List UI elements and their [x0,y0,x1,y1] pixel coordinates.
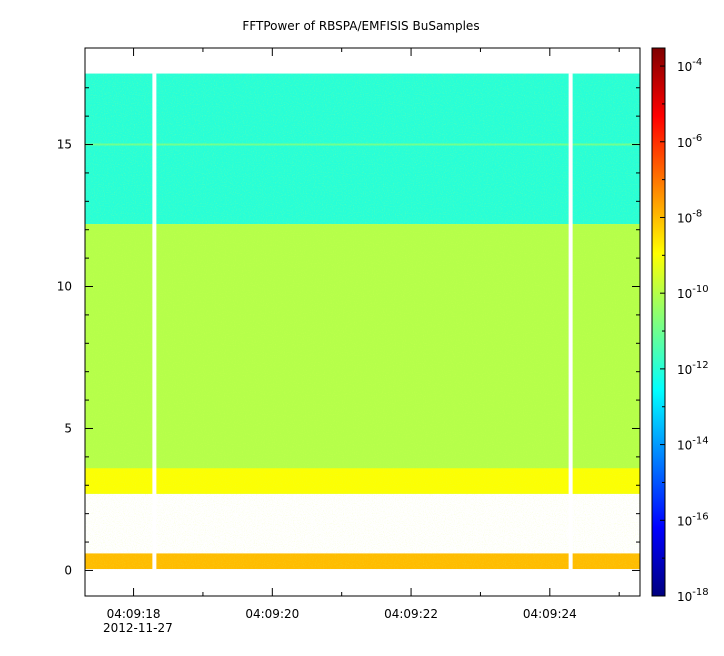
colorbar-tick-label: 10-14 [677,436,709,453]
x-axis: 04:09:18 04:09:20 04:09:22 04:09:24 [107,48,620,621]
y-axis: 0 5 10 15 [57,87,640,577]
plot-frame [84,47,641,597]
colorbar-gradient [651,47,666,597]
colorbar-tick-label: 10-12 [677,360,709,377]
plot-area [84,47,641,597]
colorbar-tick-label: 10-4 [677,57,702,74]
colorbar-tick-label: 10-16 [677,511,709,528]
y-tick-label: 15 [57,138,72,152]
chart-title: FFTPower of RBSPA/EMFISIS BuSamples [242,19,479,33]
y-tick-label: 10 [57,280,72,294]
x-tick-label: 04:09:18 [107,607,161,621]
colorbar-tick-label: 10-18 [677,587,709,604]
data-gap-0 [152,73,157,570]
y-tick-label: 5 [64,421,72,435]
colorbar-tick-label: 10-8 [677,208,702,225]
noise-texture [85,73,640,570]
x-tick-label: 04:09:24 [523,607,577,621]
data-gap-1 [568,73,573,570]
colorbar-tick-label: 10-10 [677,284,709,301]
x-axis-date-label: 2012-11-27 [103,621,173,635]
y-tick-label: 0 [64,563,72,577]
x-tick-label: 04:09:22 [384,607,438,621]
colorbar: 10-4 10-6 10-8 10-10 10-12 10-14 10-16 10-18 [651,47,709,604]
x-tick-label: 04:09:20 [245,607,299,621]
colorbar-tick-label: 10-6 [677,133,702,150]
